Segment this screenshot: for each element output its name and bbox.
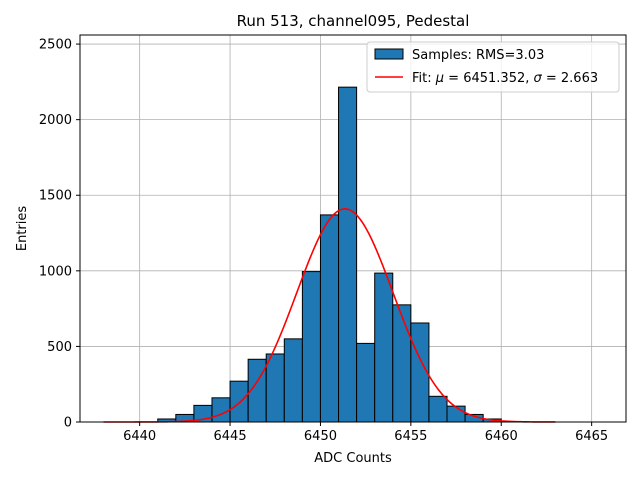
histogram-bar xyxy=(265,353,285,423)
fit-curve xyxy=(103,208,556,423)
x-tick-label: 6455 xyxy=(394,429,427,444)
x-tick-label: 6465 xyxy=(575,429,608,444)
y-tick-label: 0 xyxy=(64,416,72,431)
x-tick-label: 6440 xyxy=(123,429,156,444)
legend-histogram-label: Samples: RMS=3.03 xyxy=(412,48,544,63)
histogram-bars xyxy=(157,86,502,423)
histogram-bar xyxy=(410,322,430,423)
histogram-bar xyxy=(229,380,249,423)
legend-box xyxy=(366,41,620,93)
fit-curve-group xyxy=(103,208,556,423)
legend-histogram-swatch xyxy=(374,48,404,60)
y-tick-label: 1500 xyxy=(39,189,72,204)
legend-fit-sigma-value: = 2.663 xyxy=(542,71,598,86)
histogram-bar xyxy=(446,405,466,423)
legend-fit-prefix: Fit: xyxy=(412,71,436,86)
y-tick-label: 2000 xyxy=(39,113,72,128)
histogram-bar xyxy=(338,86,358,423)
y-tick-label: 1000 xyxy=(39,264,72,279)
histogram-bar xyxy=(392,304,412,423)
axis-ticks: 6440 6445 6450 6455 6460 6465 0 500 1000 1500 2000… xyxy=(39,38,608,444)
y-tick-label: 2500 xyxy=(39,38,72,53)
y-axis-label: Entries xyxy=(15,206,30,252)
y-tick-label: 500 xyxy=(47,340,72,355)
x-tick-label: 6445 xyxy=(214,429,247,444)
legend: Samples: RMS=3.03 Fit: μ = 6451.352, σ =… xyxy=(366,41,620,93)
legend-fit-mu-value: = 6451.352, xyxy=(444,71,533,86)
histogram-bar xyxy=(211,397,231,423)
histogram-bar xyxy=(301,271,321,423)
legend-fit-mu-symbol: μ xyxy=(435,71,444,86)
histogram-bar xyxy=(428,395,448,423)
histogram-bar xyxy=(374,272,394,423)
histogram-bar xyxy=(283,338,303,423)
x-tick-label: 6460 xyxy=(485,429,518,444)
legend-fit-label: Fit: μ = 6451.352, σ = 2.663 xyxy=(412,71,598,86)
x-axis-label: ADC Counts xyxy=(314,451,392,466)
histogram-bar xyxy=(356,342,376,423)
plot-frame xyxy=(79,34,627,423)
legend-fit-sigma-symbol: σ xyxy=(534,71,543,86)
chart-title: Run 513, channel095, Pedestal xyxy=(237,12,470,30)
x-tick-label: 6450 xyxy=(304,429,337,444)
histogram-bar xyxy=(319,214,340,423)
